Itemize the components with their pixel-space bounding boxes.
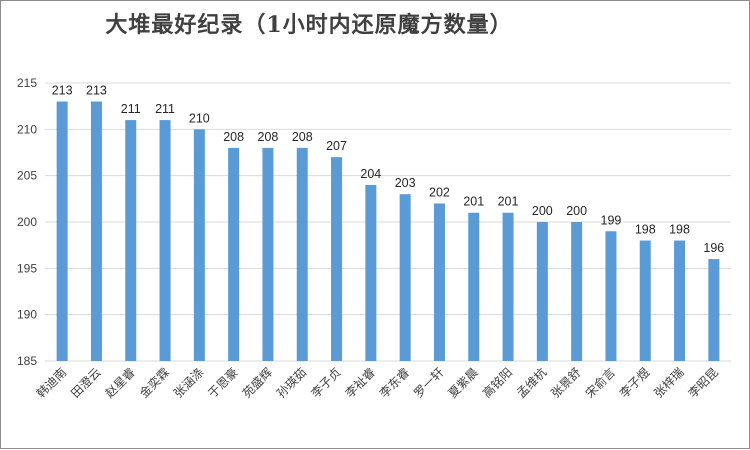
data-label: 200: [532, 204, 553, 218]
bar: [674, 240, 686, 361]
bar: [605, 231, 617, 361]
data-label: 213: [86, 84, 107, 98]
data-label: 208: [292, 130, 313, 144]
bar: [639, 240, 651, 361]
y-tick-label: 195: [17, 261, 37, 275]
bar: [399, 194, 411, 361]
x-tick-label: 田澄云: [67, 365, 103, 401]
data-label: 210: [189, 111, 210, 125]
data-label: 200: [566, 204, 587, 218]
bar: [468, 212, 480, 361]
y-tick-label: 200: [17, 215, 37, 229]
y-tick-label: 210: [17, 122, 37, 136]
x-tick-label: 孙瑛茹: [274, 365, 309, 400]
bar: [262, 147, 274, 361]
data-label: 198: [635, 223, 656, 237]
bar: [502, 212, 514, 361]
x-tick-label: 罗一轩: [411, 365, 446, 400]
data-label: 207: [326, 139, 347, 153]
bar: [331, 157, 343, 361]
data-label: 201: [498, 195, 519, 209]
data-label: 213: [52, 84, 73, 98]
data-label: 211: [121, 102, 141, 116]
data-label: 201: [463, 195, 484, 209]
data-label: 202: [429, 185, 450, 199]
bar: [159, 120, 171, 361]
bar: [708, 259, 720, 361]
x-tick-label: 张梓瑞: [651, 365, 687, 401]
bar: [56, 101, 68, 362]
bar: [296, 147, 308, 361]
x-tick-label: 李子煜: [616, 365, 652, 401]
data-label: 199: [601, 213, 622, 227]
y-tick-label: 215: [17, 76, 37, 90]
x-tick-label: 李昭昆: [685, 365, 721, 401]
bar: [571, 222, 583, 361]
bar: [125, 120, 137, 361]
x-tick-label: 金奕霖: [136, 365, 172, 401]
bar: [90, 101, 102, 362]
data-label: 198: [669, 223, 690, 237]
x-tick-label: 张景舒: [548, 365, 583, 400]
x-tick-label: 宋俞言: [582, 365, 618, 401]
x-tick-label: 孟维杭: [513, 365, 549, 401]
data-label: 203: [395, 176, 416, 190]
data-label: 204: [360, 167, 381, 181]
data-label: 208: [223, 130, 244, 144]
data-label: 211: [155, 102, 175, 116]
x-tick-label: 张涵涤: [171, 365, 206, 400]
x-tick-label: 赵星睿: [102, 365, 138, 401]
x-tick-label: 夏紫晨: [446, 365, 481, 400]
bar: [228, 147, 240, 361]
bar: [365, 184, 377, 361]
x-tick-label: 李东睿: [376, 365, 412, 401]
data-label: 196: [703, 241, 724, 255]
bar: [433, 203, 445, 361]
x-tick-label: 于恩豪: [205, 365, 241, 401]
y-tick-label: 205: [17, 169, 37, 183]
x-tick-label: 苑盛辉: [239, 365, 275, 401]
x-tick-label: 高铭阳: [479, 365, 515, 401]
chart-title: 大堆最好纪录（1小时内还原魔方数量）: [105, 12, 513, 38]
x-tick-label: 韩迪南: [33, 365, 69, 401]
data-label: 208: [258, 130, 279, 144]
x-tick-label: 李子贞: [308, 365, 344, 401]
y-tick-label: 185: [17, 354, 37, 368]
bar: [536, 222, 548, 361]
bar: [193, 129, 205, 361]
x-tick-label: 李祉睿: [342, 365, 378, 401]
y-tick-label: 190: [17, 308, 37, 322]
